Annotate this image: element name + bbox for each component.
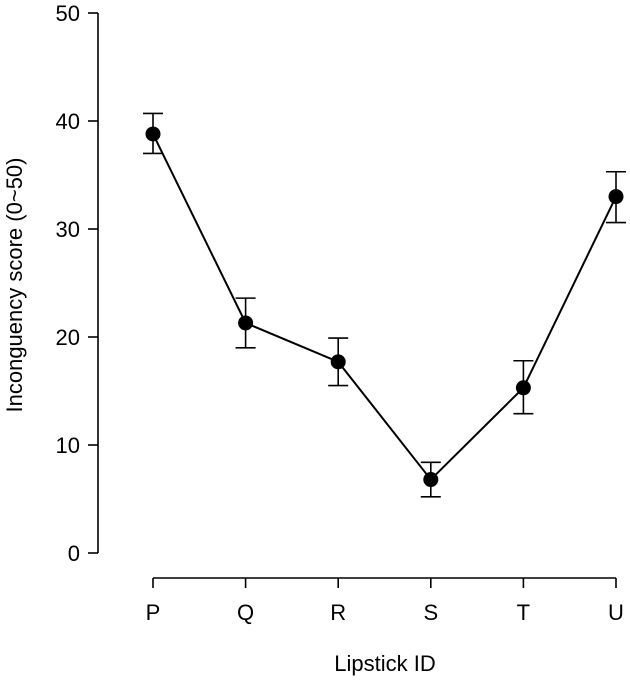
- y-tick-label: 30: [56, 217, 80, 242]
- data-point: [608, 189, 624, 205]
- y-axis: 0 10 20 30 40 50: [56, 1, 99, 566]
- y-tick-label: 40: [56, 109, 80, 134]
- y-tick-label: 20: [56, 325, 80, 350]
- y-tick-label: 0: [68, 541, 80, 566]
- series-line: [152, 133, 617, 482]
- series-group: [143, 112, 626, 498]
- data-point: [238, 315, 254, 331]
- x-tick-label: P: [146, 600, 161, 625]
- x-tick-label: T: [517, 600, 530, 625]
- x-axis: P Q R S T U: [146, 577, 624, 625]
- x-tick-label: Q: [237, 600, 254, 625]
- data-point: [423, 472, 439, 488]
- x-tick-label: R: [330, 600, 346, 625]
- data-point: [330, 354, 346, 370]
- y-tick-label: 10: [56, 433, 80, 458]
- data-point: [145, 126, 161, 142]
- data-point: [515, 380, 531, 396]
- y-axis-title: Inconguency score (0~50): [2, 158, 27, 413]
- x-tick-label: U: [608, 600, 624, 625]
- y-tick-label: 50: [56, 1, 80, 26]
- x-axis-title: Lipstick ID: [334, 651, 435, 676]
- x-tick-label: S: [423, 600, 438, 625]
